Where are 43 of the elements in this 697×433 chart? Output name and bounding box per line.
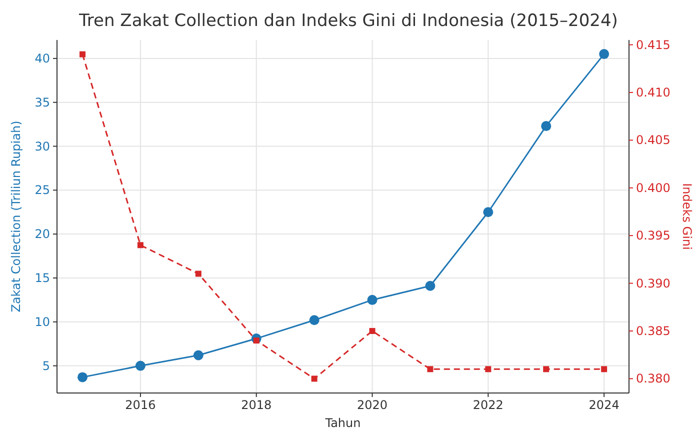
point	[601, 366, 608, 372]
x-tick-label: 2016	[125, 398, 156, 412]
point	[485, 366, 492, 372]
y2-tick-label: 0.410	[636, 85, 670, 100]
y-tick-label: 20	[34, 227, 50, 242]
y2-tick-label: 0.380	[636, 372, 670, 386]
x-tick-label: 2024	[588, 398, 620, 412]
y2-tick-label: 0.405	[636, 133, 670, 148]
point	[599, 49, 610, 60]
y2-axis-title: Indeks Gini	[680, 183, 694, 250]
x-tick-label: 2018	[241, 398, 272, 412]
point	[483, 207, 494, 218]
y-tick-label: 25	[34, 183, 50, 198]
y2-tick-label: 0.390	[636, 276, 670, 290]
y2-tick-label: 0.400	[636, 180, 670, 195]
y-tick-label: 35	[34, 95, 50, 110]
point	[543, 366, 550, 372]
y-tick-label: 5	[42, 358, 50, 373]
point	[541, 121, 552, 132]
y-tick-label: 40	[34, 51, 50, 66]
point	[195, 270, 202, 277]
point	[369, 328, 376, 334]
y2-tick-label: 0.385	[636, 324, 670, 338]
y2-tick-label: 0.415	[636, 38, 670, 52]
point	[137, 242, 144, 248]
y-tick-label: 30	[34, 139, 50, 154]
y-axis-title: Zakat Collection (Triliun Rupiah)	[9, 120, 23, 312]
y2-tick-label: 0.395	[636, 228, 670, 243]
point	[193, 350, 204, 360]
point	[309, 315, 320, 326]
point	[80, 51, 86, 58]
point	[135, 360, 146, 371]
x-axis-title: Tahun	[324, 416, 361, 430]
point	[311, 376, 318, 382]
x-tick-label: 2022	[472, 398, 504, 412]
chart-title: Tren Zakat Collection dan Indeks Gini di Indonesia (2015–2024)	[78, 11, 618, 31]
point	[78, 372, 88, 382]
point	[425, 280, 436, 291]
x-tick-label: 2020	[356, 398, 388, 412]
point	[367, 294, 378, 305]
y-tick-label: 15	[34, 270, 50, 285]
point	[427, 366, 434, 372]
y-tick-label: 10	[34, 314, 50, 329]
